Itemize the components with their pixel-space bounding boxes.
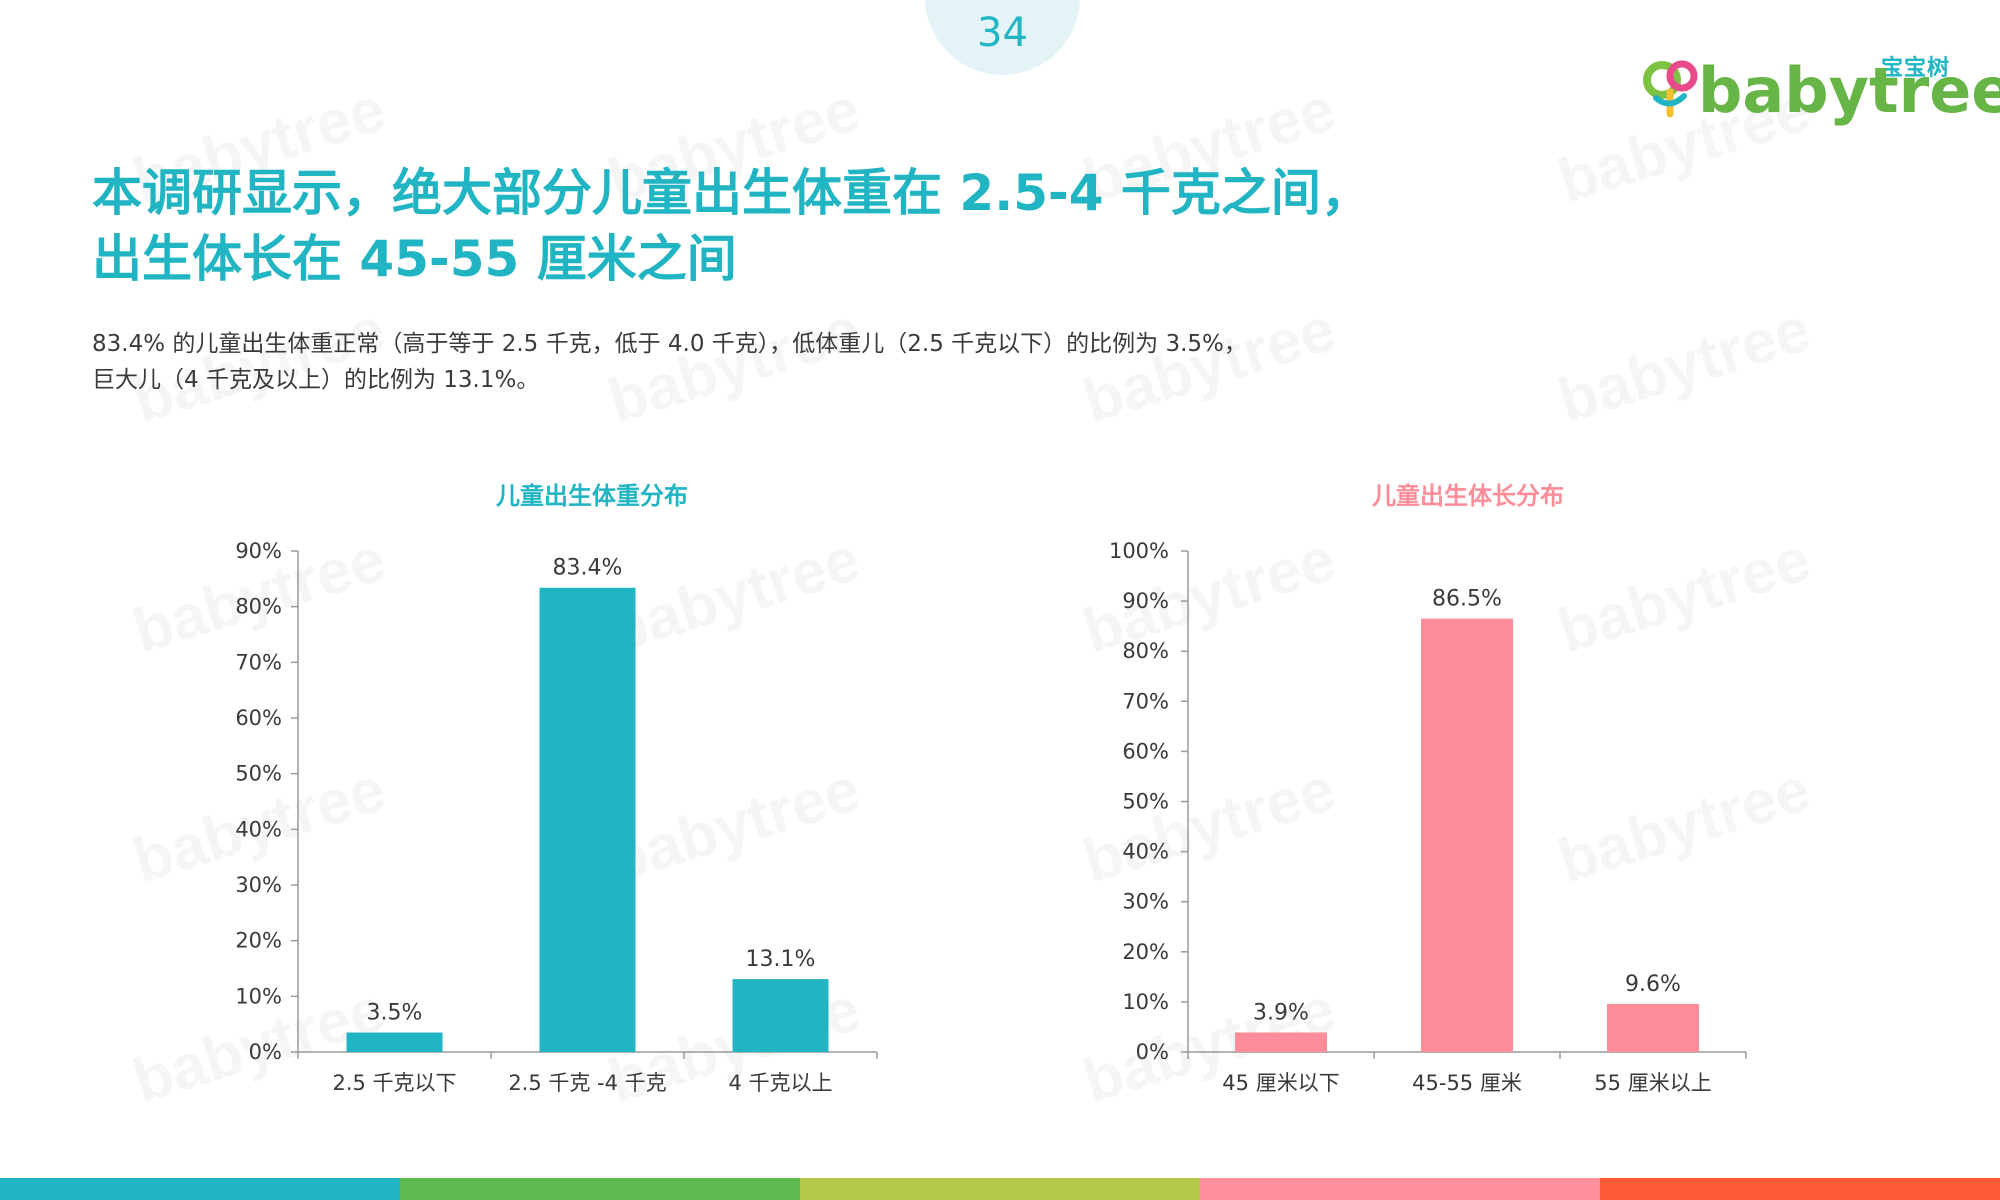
bar [732, 979, 829, 1052]
bottom-color-bar [0, 1178, 2000, 1200]
y-tick-label: 0% [249, 1040, 282, 1064]
y-tick-label: 50% [235, 762, 282, 786]
y-tick-label: 90% [1122, 589, 1169, 613]
bar-data-label: 3.5% [367, 1001, 423, 1026]
y-tick-label: 70% [1122, 689, 1169, 713]
y-tick-label: 20% [1122, 940, 1169, 964]
y-tick-label: 10% [235, 984, 282, 1008]
x-category-label: 2.5 千克 -4 千克 [508, 1071, 666, 1095]
y-tick-label: 80% [1122, 639, 1169, 663]
logo-mark-icon [1643, 60, 1698, 118]
y-tick-label: 60% [1122, 739, 1169, 763]
headline-line-1: 本调研显示，绝大部分儿童出生体重在 2.5-4 千克之间， [92, 164, 1371, 222]
bar-data-label: 83.4% [553, 556, 623, 581]
y-tick-label: 100% [1109, 539, 1169, 563]
y-tick-label: 40% [1122, 840, 1169, 864]
bar-data-label: 9.6% [1625, 972, 1681, 997]
length-chart-title: 儿童出生体长分布 [1372, 482, 1564, 510]
page-headline: 本调研显示，绝大部分儿童出生体重在 2.5-4 千克之间， 出生体长在 45-5… [92, 160, 1592, 292]
x-category-label: 55 厘米以上 [1594, 1071, 1711, 1095]
y-tick-label: 30% [1122, 890, 1169, 914]
x-category-label: 45 厘米以下 [1222, 1071, 1339, 1095]
bar [1607, 1003, 1699, 1052]
length-distribution-chart: 0% 10% 20% 30% 40% 50% 60% 70% 80% 90% 100% 3.9% 45 … [1109, 539, 1747, 1095]
bar [1235, 1032, 1327, 1052]
bar-data-label: 13.1% [746, 947, 816, 972]
babytree-logo: 宝宝树 babytree [1640, 50, 2000, 130]
x-category-label: 45-55 厘米 [1412, 1071, 1522, 1095]
weight-distribution-chart: 0% 10% 20% 30% 40% 50% 60% 70% 80% 90% 3.5% 2.5 千克以… [235, 539, 878, 1095]
x-category-label: 2.5 千克以下 [332, 1071, 456, 1095]
logo-wordmark: babytree [1698, 54, 2000, 127]
bottom-bar-segment [0, 1178, 400, 1200]
y-tick-label: 90% [235, 539, 282, 563]
bottom-bar-segment [1600, 1178, 2000, 1200]
bar [539, 587, 636, 1052]
y-tick-label: 0% [1136, 1040, 1169, 1064]
x-category-label: 4 千克以上 [728, 1071, 832, 1095]
weight-chart-title: 儿童出生体重分布 [496, 482, 688, 510]
y-tick-label: 60% [235, 706, 282, 730]
bar-data-label: 86.5% [1432, 587, 1502, 612]
summary-line-2: 巨大儿（4 千克及以上）的比例为 13.1%。 [92, 367, 540, 393]
bar [1421, 618, 1513, 1052]
y-tick-label: 10% [1122, 990, 1169, 1014]
y-tick-label: 20% [235, 929, 282, 953]
y-tick-label: 30% [235, 873, 282, 897]
y-tick-label: 80% [235, 595, 282, 619]
summary-line-1: 83.4% 的儿童出生体重正常（高于等于 2.5 千克，低于 4.0 千克），低… [92, 331, 1247, 357]
y-tick-label: 40% [235, 817, 282, 841]
summary-text: 83.4% 的儿童出生体重正常（高于等于 2.5 千克，低于 4.0 千克），低… [92, 326, 1492, 398]
y-tick-label: 70% [235, 650, 282, 674]
page-number: 34 [977, 10, 1028, 56]
headline-line-2: 出生体长在 45-55 厘米之间 [92, 230, 737, 288]
y-tick-label: 50% [1122, 790, 1169, 814]
bottom-bar-segment [1200, 1178, 1600, 1200]
logo-chinese-text: 宝宝树 [1880, 56, 1950, 81]
bar [346, 1032, 443, 1052]
bottom-bar-segment [400, 1178, 800, 1200]
bar-data-label: 3.9% [1253, 1000, 1309, 1025]
bottom-bar-segment [800, 1178, 1200, 1200]
